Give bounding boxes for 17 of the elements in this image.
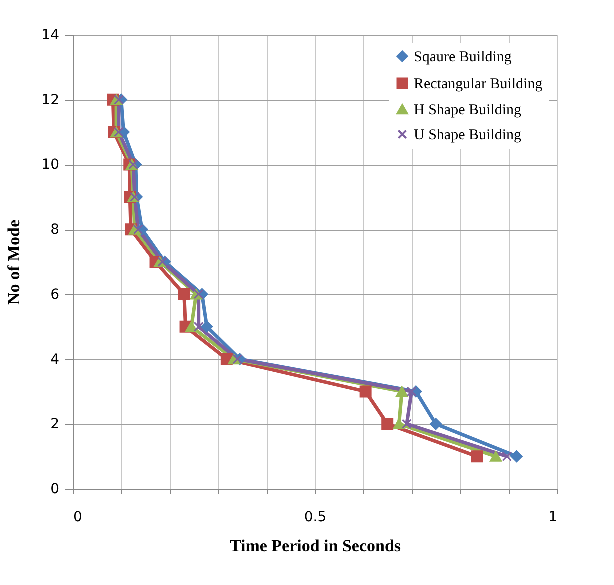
y-axis-title: No of Mode — [4, 220, 24, 305]
legend-label: Sqaure Building — [414, 50, 512, 66]
x-tick-label: 1 — [548, 510, 558, 526]
x-tick-label: 0 — [74, 510, 82, 526]
y-tick-label: 4 — [50, 352, 60, 368]
y-tick-label: 8 — [50, 222, 60, 238]
y-tick-label: 10 — [42, 157, 60, 174]
y-tick-label: 14 — [42, 28, 60, 44]
legend-label: U Shape Building — [414, 128, 522, 144]
legend-label: H Shape Building — [414, 102, 522, 118]
x-tick-label: 0.5 — [304, 510, 327, 526]
y-tick-label: 12 — [42, 92, 60, 108]
y-tick-label: 0 — [50, 482, 60, 498]
x-axis-title: Time Period in Seconds — [230, 536, 402, 556]
y-tick-label: 2 — [50, 416, 60, 433]
y-tick-label: 6 — [50, 286, 60, 303]
legend-label: Rectangular Building — [414, 76, 544, 92]
